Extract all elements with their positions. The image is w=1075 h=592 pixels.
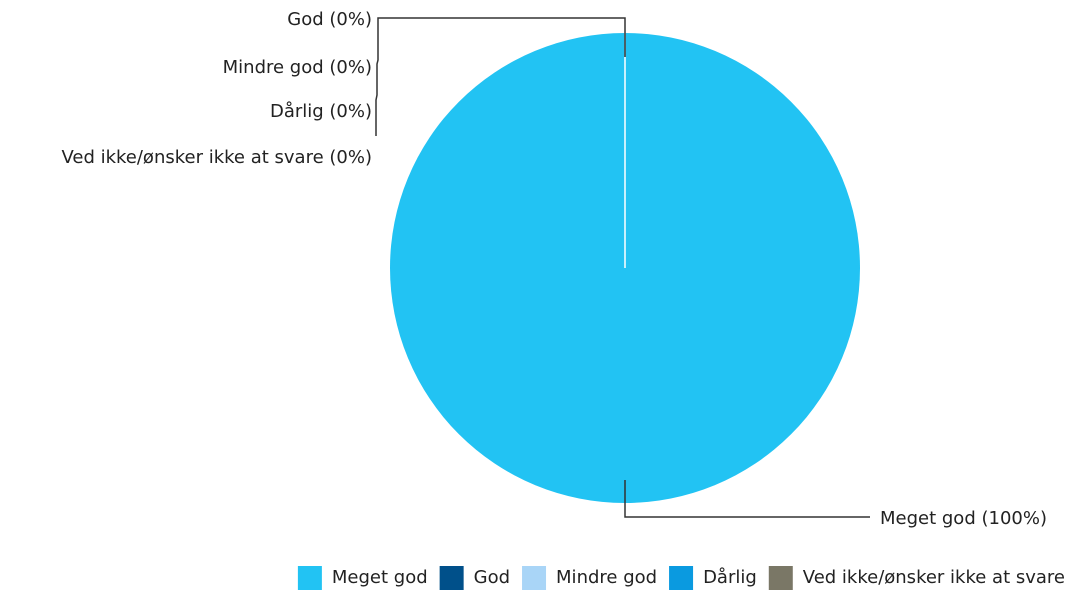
legend-label: Dårlig xyxy=(703,567,757,588)
legend-label: Ved ikke/ønsker ikke at svare xyxy=(803,567,1065,588)
leader-line xyxy=(624,480,870,518)
legend-label: Mindre god xyxy=(556,567,657,588)
legend-swatch xyxy=(439,566,464,590)
legend-label: Meget god xyxy=(332,567,428,588)
data-label: God (0%) xyxy=(287,9,372,30)
legend-label: God xyxy=(474,567,510,588)
data-label: Ved ikke/ønsker ikke at svare (0%) xyxy=(61,147,372,168)
legend-swatch xyxy=(297,566,322,590)
legend-swatch xyxy=(669,566,694,590)
legend-swatch xyxy=(522,566,547,590)
data-label: Meget god (100%) xyxy=(880,508,1047,529)
data-label: Mindre god (0%) xyxy=(223,57,372,78)
legend-swatch xyxy=(768,566,793,590)
leader-line xyxy=(375,17,626,136)
data-label: Dårlig (0%) xyxy=(270,101,372,122)
